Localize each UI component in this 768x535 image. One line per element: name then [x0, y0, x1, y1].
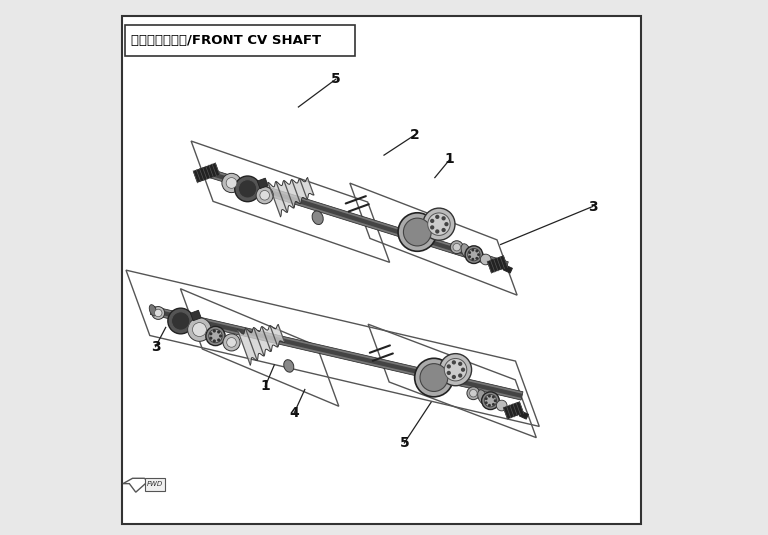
- Polygon shape: [190, 310, 201, 321]
- Circle shape: [213, 339, 216, 342]
- Ellipse shape: [171, 312, 190, 330]
- Ellipse shape: [467, 387, 480, 400]
- Polygon shape: [257, 178, 268, 189]
- Ellipse shape: [193, 323, 207, 337]
- Circle shape: [219, 334, 222, 338]
- Ellipse shape: [152, 307, 164, 319]
- Text: 5: 5: [331, 72, 341, 86]
- Polygon shape: [203, 169, 508, 268]
- Circle shape: [442, 216, 445, 220]
- Ellipse shape: [420, 364, 448, 392]
- Ellipse shape: [450, 241, 463, 254]
- Ellipse shape: [480, 254, 491, 265]
- Circle shape: [485, 401, 488, 404]
- Circle shape: [447, 364, 451, 369]
- Ellipse shape: [482, 392, 499, 410]
- Ellipse shape: [398, 213, 436, 251]
- Polygon shape: [519, 411, 528, 419]
- Circle shape: [472, 249, 475, 251]
- Circle shape: [445, 222, 449, 226]
- Ellipse shape: [485, 394, 497, 407]
- Polygon shape: [151, 306, 523, 400]
- Polygon shape: [503, 402, 524, 419]
- Ellipse shape: [468, 248, 480, 261]
- Ellipse shape: [223, 334, 240, 351]
- Text: 1: 1: [445, 152, 455, 166]
- Polygon shape: [503, 265, 512, 273]
- Circle shape: [213, 330, 216, 333]
- Circle shape: [452, 360, 456, 364]
- Polygon shape: [202, 167, 508, 270]
- Ellipse shape: [154, 309, 162, 317]
- Circle shape: [485, 397, 488, 400]
- Ellipse shape: [239, 180, 257, 198]
- Text: 3: 3: [588, 200, 598, 213]
- Ellipse shape: [403, 218, 432, 246]
- Ellipse shape: [168, 308, 194, 334]
- Circle shape: [472, 258, 475, 261]
- Ellipse shape: [206, 326, 225, 346]
- Polygon shape: [194, 163, 220, 182]
- FancyBboxPatch shape: [145, 478, 165, 491]
- Circle shape: [430, 219, 435, 223]
- Circle shape: [488, 395, 491, 398]
- Circle shape: [442, 228, 445, 232]
- Circle shape: [461, 368, 465, 372]
- Ellipse shape: [465, 246, 483, 264]
- Ellipse shape: [423, 208, 455, 240]
- Polygon shape: [488, 256, 508, 273]
- Circle shape: [475, 257, 478, 260]
- Ellipse shape: [469, 389, 477, 397]
- Polygon shape: [268, 178, 314, 217]
- Circle shape: [452, 375, 456, 379]
- Ellipse shape: [187, 318, 211, 341]
- Circle shape: [458, 362, 462, 366]
- Ellipse shape: [257, 187, 273, 204]
- Circle shape: [488, 404, 491, 407]
- Circle shape: [468, 251, 471, 254]
- Circle shape: [447, 371, 451, 375]
- Ellipse shape: [415, 358, 453, 397]
- Circle shape: [492, 395, 495, 399]
- Text: 4: 4: [290, 406, 299, 420]
- Circle shape: [492, 403, 495, 406]
- Ellipse shape: [445, 358, 467, 381]
- Text: 5: 5: [399, 436, 409, 450]
- Text: 2: 2: [410, 128, 420, 142]
- Ellipse shape: [235, 176, 260, 202]
- Circle shape: [458, 373, 462, 378]
- Circle shape: [468, 255, 471, 258]
- Ellipse shape: [461, 244, 471, 258]
- Circle shape: [475, 249, 478, 253]
- Circle shape: [217, 339, 220, 342]
- Circle shape: [209, 337, 213, 340]
- Bar: [124, 25, 355, 56]
- Ellipse shape: [428, 213, 450, 235]
- Ellipse shape: [227, 338, 237, 347]
- Polygon shape: [237, 325, 285, 365]
- Circle shape: [435, 215, 439, 219]
- Ellipse shape: [149, 304, 157, 316]
- Ellipse shape: [312, 211, 323, 225]
- Polygon shape: [151, 308, 522, 398]
- Ellipse shape: [478, 390, 487, 404]
- Ellipse shape: [209, 329, 222, 343]
- Ellipse shape: [222, 173, 241, 193]
- Text: 1: 1: [260, 379, 270, 393]
- Circle shape: [209, 332, 213, 335]
- Text: 前桥等速传动轴/FRONT CV SHAFT: 前桥等速传动轴/FRONT CV SHAFT: [131, 34, 322, 47]
- Circle shape: [494, 399, 497, 402]
- Circle shape: [217, 330, 220, 333]
- Ellipse shape: [283, 360, 294, 372]
- Ellipse shape: [260, 190, 270, 200]
- Circle shape: [435, 230, 439, 234]
- Ellipse shape: [453, 243, 461, 251]
- Text: FWD: FWD: [147, 481, 163, 487]
- Ellipse shape: [439, 354, 472, 386]
- Circle shape: [477, 253, 480, 256]
- Ellipse shape: [226, 178, 237, 188]
- Circle shape: [430, 225, 435, 230]
- Ellipse shape: [496, 400, 507, 411]
- Text: 3: 3: [151, 340, 161, 354]
